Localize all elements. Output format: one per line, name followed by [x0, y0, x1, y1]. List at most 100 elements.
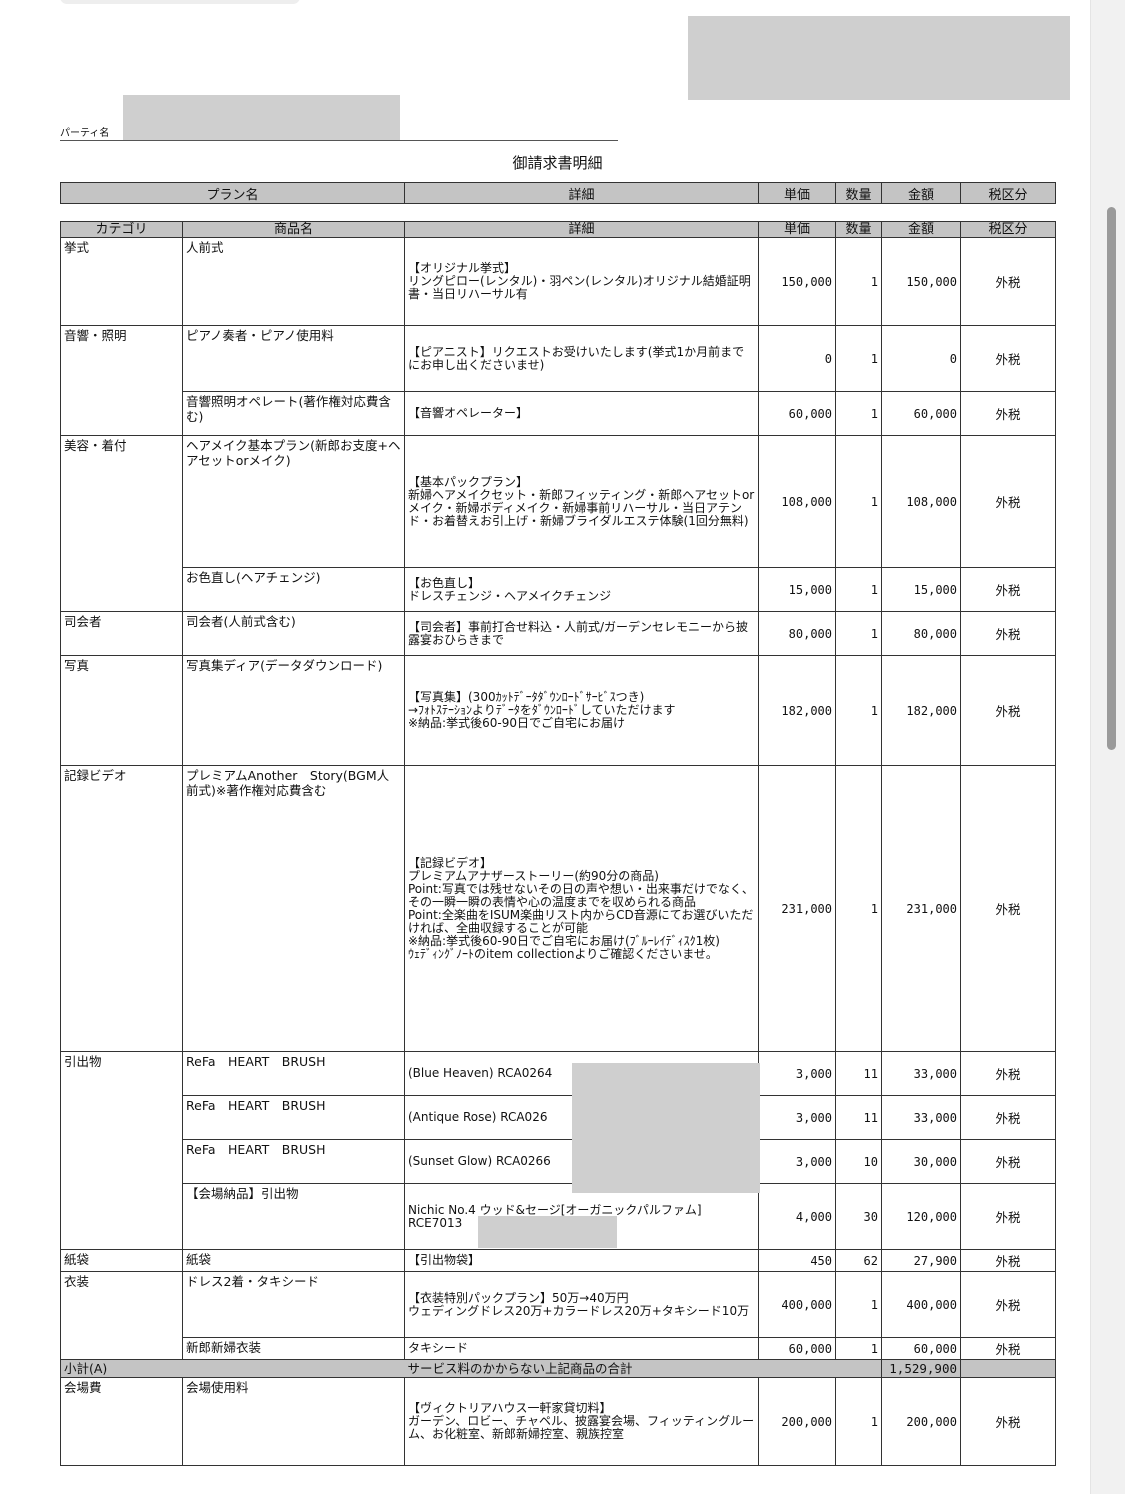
amount-cell: 60,000: [881, 391, 961, 436]
unit-price-cell: 450: [758, 1249, 836, 1272]
category-cell: 挙式: [60, 237, 183, 326]
detail-cell: 【基本パックプラン】 新婦ヘアメイクセット・新郎フィッティング・新郎ヘアセットo…: [404, 435, 759, 568]
unit-price-cell: 3,000: [758, 1139, 836, 1184]
amount-cell: 30,000: [881, 1139, 961, 1184]
tax-type-cell: 外税: [960, 1249, 1056, 1272]
party-name-label: パーティ名: [60, 128, 110, 139]
amount-cell: 33,000: [881, 1095, 961, 1140]
unit-price-cell: 200,000: [758, 1377, 836, 1466]
detail-cell: 【音響オペレーター】: [404, 391, 759, 436]
tax-type-cell: 外税: [960, 1139, 1056, 1184]
tax-type-cell: 外税: [960, 237, 1056, 326]
unit-price-cell: 3,000: [758, 1051, 836, 1096]
product-name-cell: プレミアムAnother Story(BGM人前式)※著作権対応費含む: [182, 765, 405, 1052]
subtotal-tax: [960, 1359, 1056, 1378]
table-row: ReFa HEART BRUSH (Sunset Glow) RCA0266 3,0…: [61, 1139, 1056, 1184]
amount-cell: 120,000: [881, 1183, 961, 1250]
amount-cell: 182,000: [881, 655, 961, 766]
table-row: 音響照明オペレート(著作権対応費含む) 【音響オペレーター】 60,000 1 60,0…: [61, 391, 1056, 436]
product-name-cell: ReFa HEART BRUSH: [182, 1051, 405, 1096]
detail-cell: 【記録ビデオ】 プレミアムアナザーストーリー(約90分の商品) Point:写真…: [404, 765, 759, 1052]
product-name-cell: 紙袋: [182, 1249, 405, 1272]
unit-price-cell: 3,000: [758, 1095, 836, 1140]
document-title: 御請求書明細: [512, 154, 603, 172]
quantity-cell: 1: [835, 765, 882, 1052]
table-row: 挙式 人前式 【オリジナル挙式】 リングピロー(レンタル)・羽ペン(レンタル)オリジ…: [60, 237, 1056, 326]
quantity-cell: 1: [835, 567, 882, 612]
tax-type-cell: 外税: [960, 1183, 1056, 1250]
amount-cell: 80,000: [881, 611, 961, 656]
table-row: 引出物 ReFa HEART BRUSH (Blue Heaven) RCA0264…: [60, 1051, 1056, 1250]
quantity-cell: 11: [835, 1051, 882, 1096]
quantity-cell: 30: [835, 1183, 882, 1250]
subtotal-amount: 1,529,900: [881, 1359, 961, 1378]
amount-cell: 15,000: [881, 567, 961, 612]
tax-type-cell: 外税: [960, 655, 1056, 766]
unit-price-cell: 4,000: [758, 1183, 836, 1250]
detail-cell: 【引出物袋】: [404, 1249, 759, 1272]
tax-type-cell: 外税: [960, 1271, 1056, 1338]
product-name-cell: 司会者(人前式含む): [182, 611, 405, 656]
header-category: カテゴリ: [60, 221, 183, 238]
header-product: 商品名: [182, 221, 405, 238]
amount-cell: 27,900: [881, 1249, 961, 1272]
header-amount: 金額: [881, 221, 961, 238]
unit-price-cell: 108,000: [758, 435, 836, 568]
category-cell: 紙袋: [60, 1249, 183, 1272]
tax-type-cell: 外税: [960, 1095, 1056, 1140]
unit-price-cell: 15,000: [758, 567, 836, 612]
table-row: 記録ビデオ プレミアムAnother Story(BGM人前式)※著作権対応費含む…: [60, 765, 1056, 1052]
plan-header-tax: 税区分: [960, 182, 1056, 204]
category-cell: 音響・照明: [60, 325, 183, 436]
subtotal-label: 小計(A): [60, 1359, 405, 1378]
unit-price-cell: 400,000: [758, 1271, 836, 1338]
table-row: ReFa HEART BRUSH (Antique Rose) RCA026 3,0…: [61, 1095, 1056, 1140]
table-row: 写真 写真集ディア(データダウンロード) 【写真集】(300ｶｯﾄﾃﾞｰﾀﾀﾞｳﾝﾛ…: [60, 655, 1056, 766]
unit-price-cell: 60,000: [758, 1337, 836, 1360]
scrollbar[interactable]: [1107, 207, 1116, 750]
tax-type-cell: 外税: [960, 391, 1056, 436]
table-row: 司会者 司会者(人前式含む) 【司会者】事前打合せ料込・人前式/ガーデンセレモニーか…: [60, 611, 1056, 656]
plan-header-amount: 金額: [881, 182, 961, 204]
tax-type-cell: 外税: [960, 325, 1056, 392]
amount-cell: 231,000: [881, 765, 961, 1052]
header-tax: 税区分: [960, 221, 1056, 238]
table-row: 衣装 ドレス2着・タキシード 【衣装特別パックプラン】50万→40万円 ウェディング…: [60, 1271, 1056, 1360]
redaction: [123, 95, 400, 140]
plan-header-row: プラン名 詳細 単価 数量 金額 税区分: [60, 182, 1056, 204]
category-cell: 衣装: [60, 1271, 183, 1360]
unit-price-cell: 150,000: [758, 237, 836, 326]
tax-type-cell: 外税: [960, 435, 1056, 568]
quantity-cell: 1: [835, 237, 882, 326]
unit-price-cell: 231,000: [758, 765, 836, 1052]
detail-cell: 【ヴィクトリアハウス一軒家貸切料】 ガーデン、ロビー、チャペル、披露宴会場、フィ…: [404, 1377, 759, 1466]
tax-type-cell: 外税: [960, 1337, 1056, 1360]
detail-cell: 【写真集】(300ｶｯﾄﾃﾞｰﾀﾀﾞｳﾝﾛｰﾄﾞｻｰﾋﾞｽつき) →ﾌｫﾄｽﾃｰ…: [404, 655, 759, 766]
top-tab: [60, 0, 300, 4]
quantity-cell: 1: [835, 325, 882, 392]
amount-cell: 150,000: [881, 237, 961, 326]
tax-type-cell: 外税: [960, 611, 1056, 656]
quantity-cell: 1: [835, 1377, 882, 1466]
redaction: [572, 1063, 760, 1193]
quantity-cell: 62: [835, 1249, 882, 1272]
detail-cell: タキシード: [404, 1337, 759, 1360]
subtotal-row: 小計(A) サービス料のかからない上記商品の合計 1,529,900: [60, 1359, 1056, 1378]
category-cell: 美容・着付: [60, 435, 183, 612]
quantity-cell: 1: [835, 1271, 882, 1338]
header-qty: 数量: [835, 221, 882, 238]
redaction: [688, 16, 1070, 100]
unit-price-cell: 60,000: [758, 391, 836, 436]
product-name-cell: 会場使用料: [182, 1377, 405, 1466]
detail-cell: 【司会者】事前打合せ料込・人前式/ガーデンセレモニーから披露宴おひらきまで: [404, 611, 759, 656]
unit-price-cell: 80,000: [758, 611, 836, 656]
unit-price-cell: 0: [758, 325, 836, 392]
tax-type-cell: 外税: [960, 567, 1056, 612]
table-row: 美容・着付 ヘアメイク基本プラン(新郎お支度+ヘアセットorメイク) 【基本パックプ…: [60, 435, 1056, 612]
quantity-cell: 10: [835, 1139, 882, 1184]
redaction: [478, 1216, 617, 1248]
table-row: お色直し(ヘアチェンジ) 【お色直し】 ドレスチェンジ・ヘアメイクチェンジ 15,0…: [61, 567, 1056, 612]
quantity-cell: 1: [835, 391, 882, 436]
amount-cell: 400,000: [881, 1271, 961, 1338]
product-name-cell: 音響照明オペレート(著作権対応費含む): [182, 391, 405, 436]
